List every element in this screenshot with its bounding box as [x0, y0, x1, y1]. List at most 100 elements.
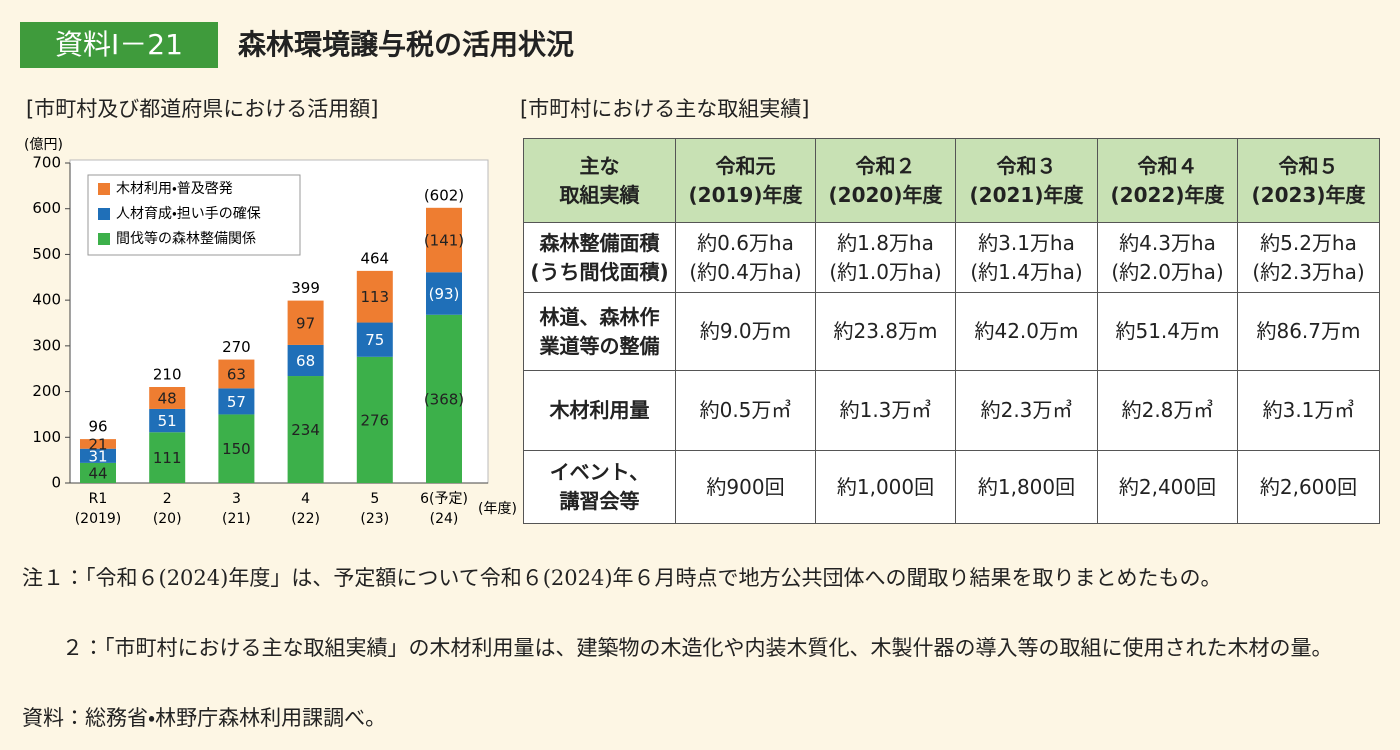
cell-text: イベント、: [549, 460, 650, 484]
cell-text: 講習会等: [559, 489, 640, 513]
bar-segment: [287, 300, 324, 345]
bar-segment: [356, 356, 393, 483]
table-cell: 約0.5万㎥: [675, 370, 816, 451]
note-label: 注１：: [22, 566, 85, 590]
x-tick-sublabel: (24): [430, 511, 459, 527]
bar-segment: [80, 439, 116, 449]
bar-segment: [426, 272, 462, 315]
data-label: 234: [291, 421, 320, 439]
table-cell: 約23.8万m: [815, 292, 956, 371]
legend-swatch: [98, 233, 110, 245]
header-cell: 主な 取組実績: [523, 138, 676, 223]
total-label: 96: [88, 418, 107, 436]
table-cell: 約1,000回: [815, 450, 956, 524]
cell-text: 約86.7万m: [1256, 319, 1361, 343]
x-tick-label: 6(予定): [420, 491, 468, 507]
data-label: 51: [158, 412, 177, 430]
cell-text: (うち間伐面積): [530, 259, 669, 284]
bar-segment: [287, 344, 324, 377]
table-header: 主な 取組実績 令和元 (2019)年度 令和２ (2020)年度 令和３ (2021)年度令…: [523, 138, 1380, 223]
x-tick-label: 2: [163, 491, 172, 507]
table-cell: 約1,800回: [955, 450, 1098, 524]
header-cell: 令和４ (2022)年度: [1097, 138, 1238, 223]
data-label: 68: [296, 352, 315, 370]
data-label: 21: [88, 435, 107, 453]
x-tick-sublabel: (23): [360, 511, 389, 527]
bar-segment: [218, 414, 255, 483]
cell-text: (約1.4万ha): [970, 259, 1083, 284]
x-tick-label: 4: [301, 491, 310, 507]
row-header: 木材利用量: [523, 370, 676, 451]
note: 注１：「令和６(2024)年度」は、予定額について令和６(2024)年６月時点で…: [22, 563, 1378, 594]
table-row: イベント、 講習会等 約900回 約1,000回 約1,800回 約2,400回 約2,60…: [523, 450, 1380, 524]
header-text: (2019)年度: [688, 182, 803, 207]
cell-text: (約1.0万ha): [829, 259, 942, 284]
cell-text: 木材利用量: [549, 398, 650, 422]
legend-label: 間伐等の森林整備関係: [116, 230, 256, 247]
cell-text: 約1.3万㎥: [839, 398, 932, 422]
legend-label: 人材育成・担い手の確保: [116, 206, 261, 222]
header-text: 令和２: [855, 153, 916, 178]
table-row: 森林整備面積 (うち間伐面積) 約0.6万ha (約0.4万ha) 約1.8万ha (約1…: [523, 222, 1380, 293]
table-cell: 約86.7万m: [1237, 292, 1380, 371]
cell-text: 約2,600回: [1259, 474, 1358, 499]
table-row: 木材利用量 約0.5万㎥ 約1.3万㎥ 約2.3万㎥ 約2.8万㎥ 約3.1万㎥: [523, 370, 1380, 451]
source-text: 総務省・林野庁森林利用課調べ。: [85, 706, 387, 730]
note-text: 「令和６(2024)年度」は、予定額について令和６(2024)年６月時点で地方公…: [85, 566, 1222, 590]
cell-text: 約2.3万㎥: [980, 398, 1073, 422]
total-label: 399: [291, 279, 320, 297]
x-tick-sublabel: (22): [291, 511, 320, 527]
results-table: 主な 取組実績 令和元 (2019)年度 令和２ (2020)年度 令和３ (2021)年度令…: [523, 138, 1380, 524]
table-cell: 約9.0万m: [675, 292, 816, 371]
cell-text: 約2,400回: [1118, 474, 1217, 499]
y-tick-label: 600: [32, 199, 61, 217]
figure-title: 森林環境譲与税の活用状況: [238, 28, 575, 61]
bar-segment: [80, 462, 116, 483]
x-tick-label: R1: [89, 491, 108, 507]
bar-segment: [426, 207, 462, 273]
legend-swatch: [98, 208, 110, 220]
legend-label: 木材利用・普及啓発: [116, 181, 233, 197]
cell-text: 約1.8万ha: [837, 230, 934, 255]
bar-segment: [80, 448, 116, 463]
legend-box: [87, 174, 301, 256]
table-cell: 約1.3万㎥: [815, 370, 956, 451]
table-row: 林道、森林作 業道等の整備 約9.0万m 約23.8万m 約42.0万m 約51.4万m 約…: [523, 292, 1380, 371]
bar-segment: [356, 322, 393, 357]
cell-text: 約2.8万㎥: [1121, 398, 1214, 422]
data-label: 48: [158, 389, 177, 407]
cell-text: (約2.3万ha): [1252, 259, 1365, 284]
header-text: 令和元: [715, 153, 776, 178]
table-cell: 約4.3万ha (約2.0万ha): [1097, 222, 1238, 293]
row-header: 林道、森林作 業道等の整備: [523, 292, 676, 371]
y-tick-label: 200: [32, 382, 61, 400]
figure-label: 資料Ⅰ－21: [20, 22, 218, 68]
note-label: ２：: [62, 636, 104, 660]
data-label: 57: [227, 393, 246, 411]
chart: (億円) (年度) 0 100 200 300 400 500 600 700 R1 (2019)…: [24, 137, 517, 527]
cell-text: 約0.6万ha: [697, 230, 794, 255]
table-cell: 約2.3万㎥: [955, 370, 1098, 451]
cell-text: 約1,000回: [836, 474, 935, 499]
row-header: 森林整備面積 (うち間伐面積): [523, 222, 676, 293]
cell-text: 約3.1万ha: [978, 230, 1075, 255]
data-label: 97: [296, 314, 315, 332]
data-label: (93): [429, 285, 460, 303]
total-label: 464: [360, 249, 389, 267]
x-tick-sublabel: (21): [222, 511, 251, 527]
cell-text: 約4.3万ha: [1119, 230, 1216, 255]
cell-text: (約0.4万ha): [689, 259, 802, 284]
legend-swatch: [98, 183, 110, 195]
note: ２：「市町村における主な取組実績」の木材利用量は、建築物の木造化や内装木質化、木…: [62, 633, 1378, 664]
data-label: 44: [88, 464, 107, 482]
cell-text: 約1,800回: [977, 474, 1076, 499]
cell-text: 約23.8万m: [833, 319, 938, 343]
x-axis-unit: (年度): [478, 501, 517, 517]
bar-segment: [149, 387, 186, 409]
chart-title: [市町村及び都道府県における活用額]: [26, 97, 379, 121]
table-cell: 約2,400回: [1097, 450, 1238, 524]
header-text: (2021)年度: [969, 182, 1084, 207]
y-tick-label: 400: [32, 291, 61, 309]
cell-text: 約5.2万ha: [1260, 230, 1357, 255]
